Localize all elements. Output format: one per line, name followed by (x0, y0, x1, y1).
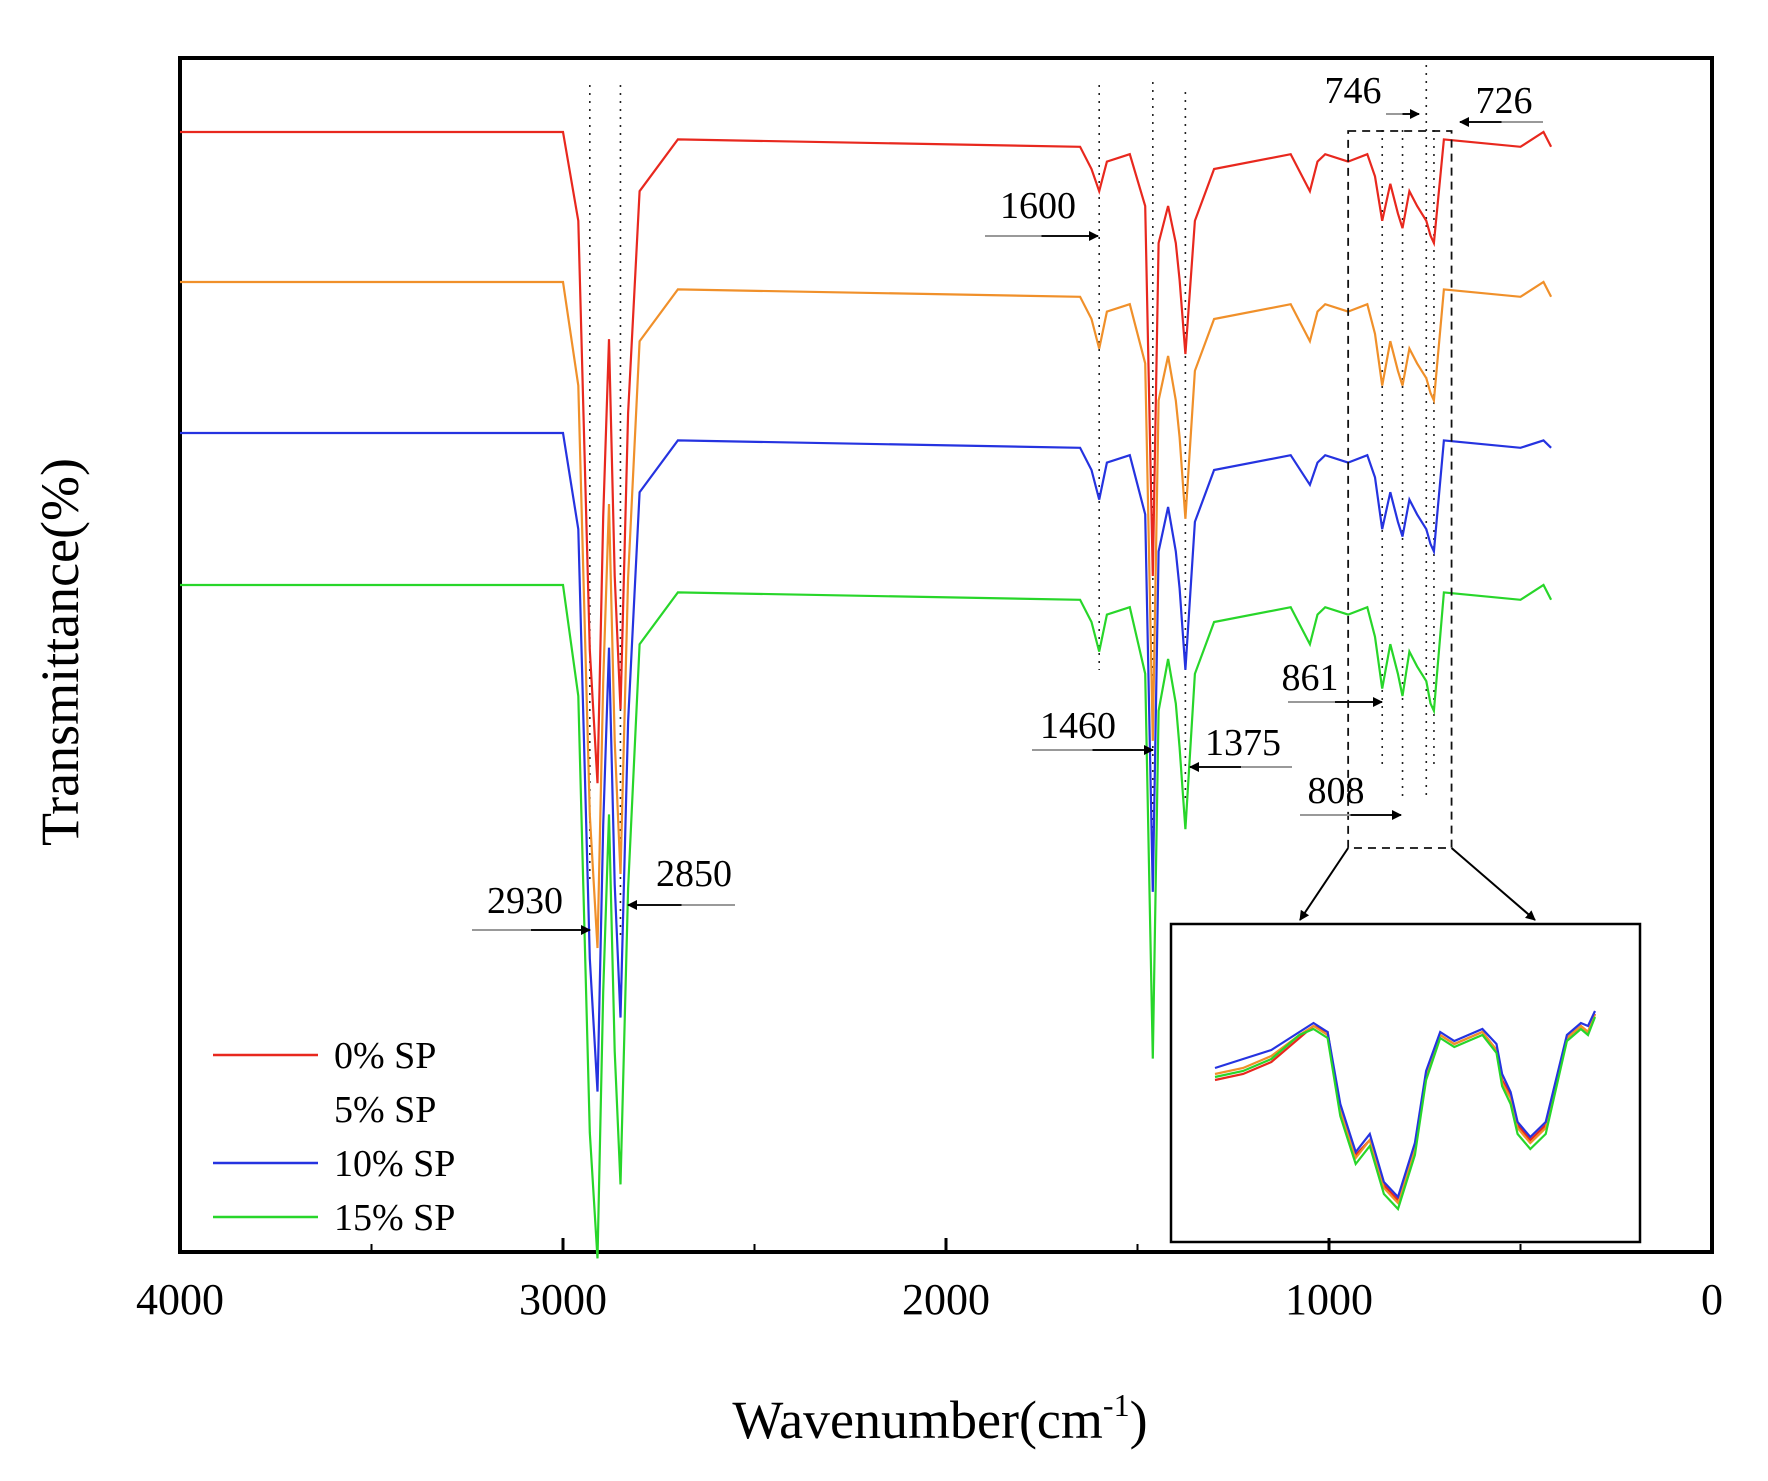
x-tick-label: 4000 (136, 1275, 224, 1324)
peak-label: 746 (1325, 70, 1382, 112)
x-axis-title-close: ) (1130, 1390, 1148, 1450)
inset-plot (1169, 922, 1642, 1244)
peak-label: 1375 (1205, 722, 1281, 764)
spectra-traces (180, 130, 1553, 1259)
peak-label: 861 (1282, 657, 1339, 699)
inset-frame (1169, 922, 1642, 1244)
zoom-pointer-right (1450, 847, 1536, 921)
zoom-region-box (1299, 130, 1536, 921)
spectrum-line (180, 431, 1552, 1092)
zoom-pointer-left (1299, 847, 1349, 921)
peak-label: 2850 (656, 853, 732, 895)
peak-label: 1600 (1000, 185, 1076, 227)
x-tick-label: 3000 (519, 1275, 607, 1324)
spectrum-line (180, 280, 1553, 949)
peak-label: 1460 (1040, 705, 1116, 747)
x-axis-title-sup: -1 (1103, 1387, 1130, 1423)
legend-label: 15% SP (334, 1197, 455, 1239)
spectrum-line (180, 583, 1553, 1259)
x-axis-title-main: Wavenumber(cm (732, 1390, 1103, 1450)
legend: 0% SP 5% SP 10% SP 15% SP (213, 1035, 455, 1239)
x-tick-label: 1000 (1285, 1275, 1373, 1324)
legend-label: 5% SP (334, 1089, 436, 1131)
legend-label: 0% SP (334, 1035, 436, 1077)
peak-label: 2930 (487, 880, 563, 922)
x-axis-title: Wavenumber(cm-1) (732, 1387, 1147, 1450)
legend-label: 10% SP (334, 1143, 455, 1185)
spectrum-line (180, 130, 1553, 784)
x-axis: 4000 3000 2000 1000 0 (136, 1238, 1723, 1324)
y-axis-title: Transmittance(%) (30, 458, 90, 846)
inset-spectrum-line (1214, 1010, 1596, 1200)
x-tick-label: 0 (1701, 1275, 1723, 1324)
zoom-box-rect (1347, 130, 1453, 849)
inset-spectrum-line (1214, 1016, 1597, 1212)
x-tick-label: 2000 (902, 1275, 990, 1324)
peak-label: 726 (1476, 80, 1533, 122)
peak-label: 808 (1308, 770, 1365, 812)
